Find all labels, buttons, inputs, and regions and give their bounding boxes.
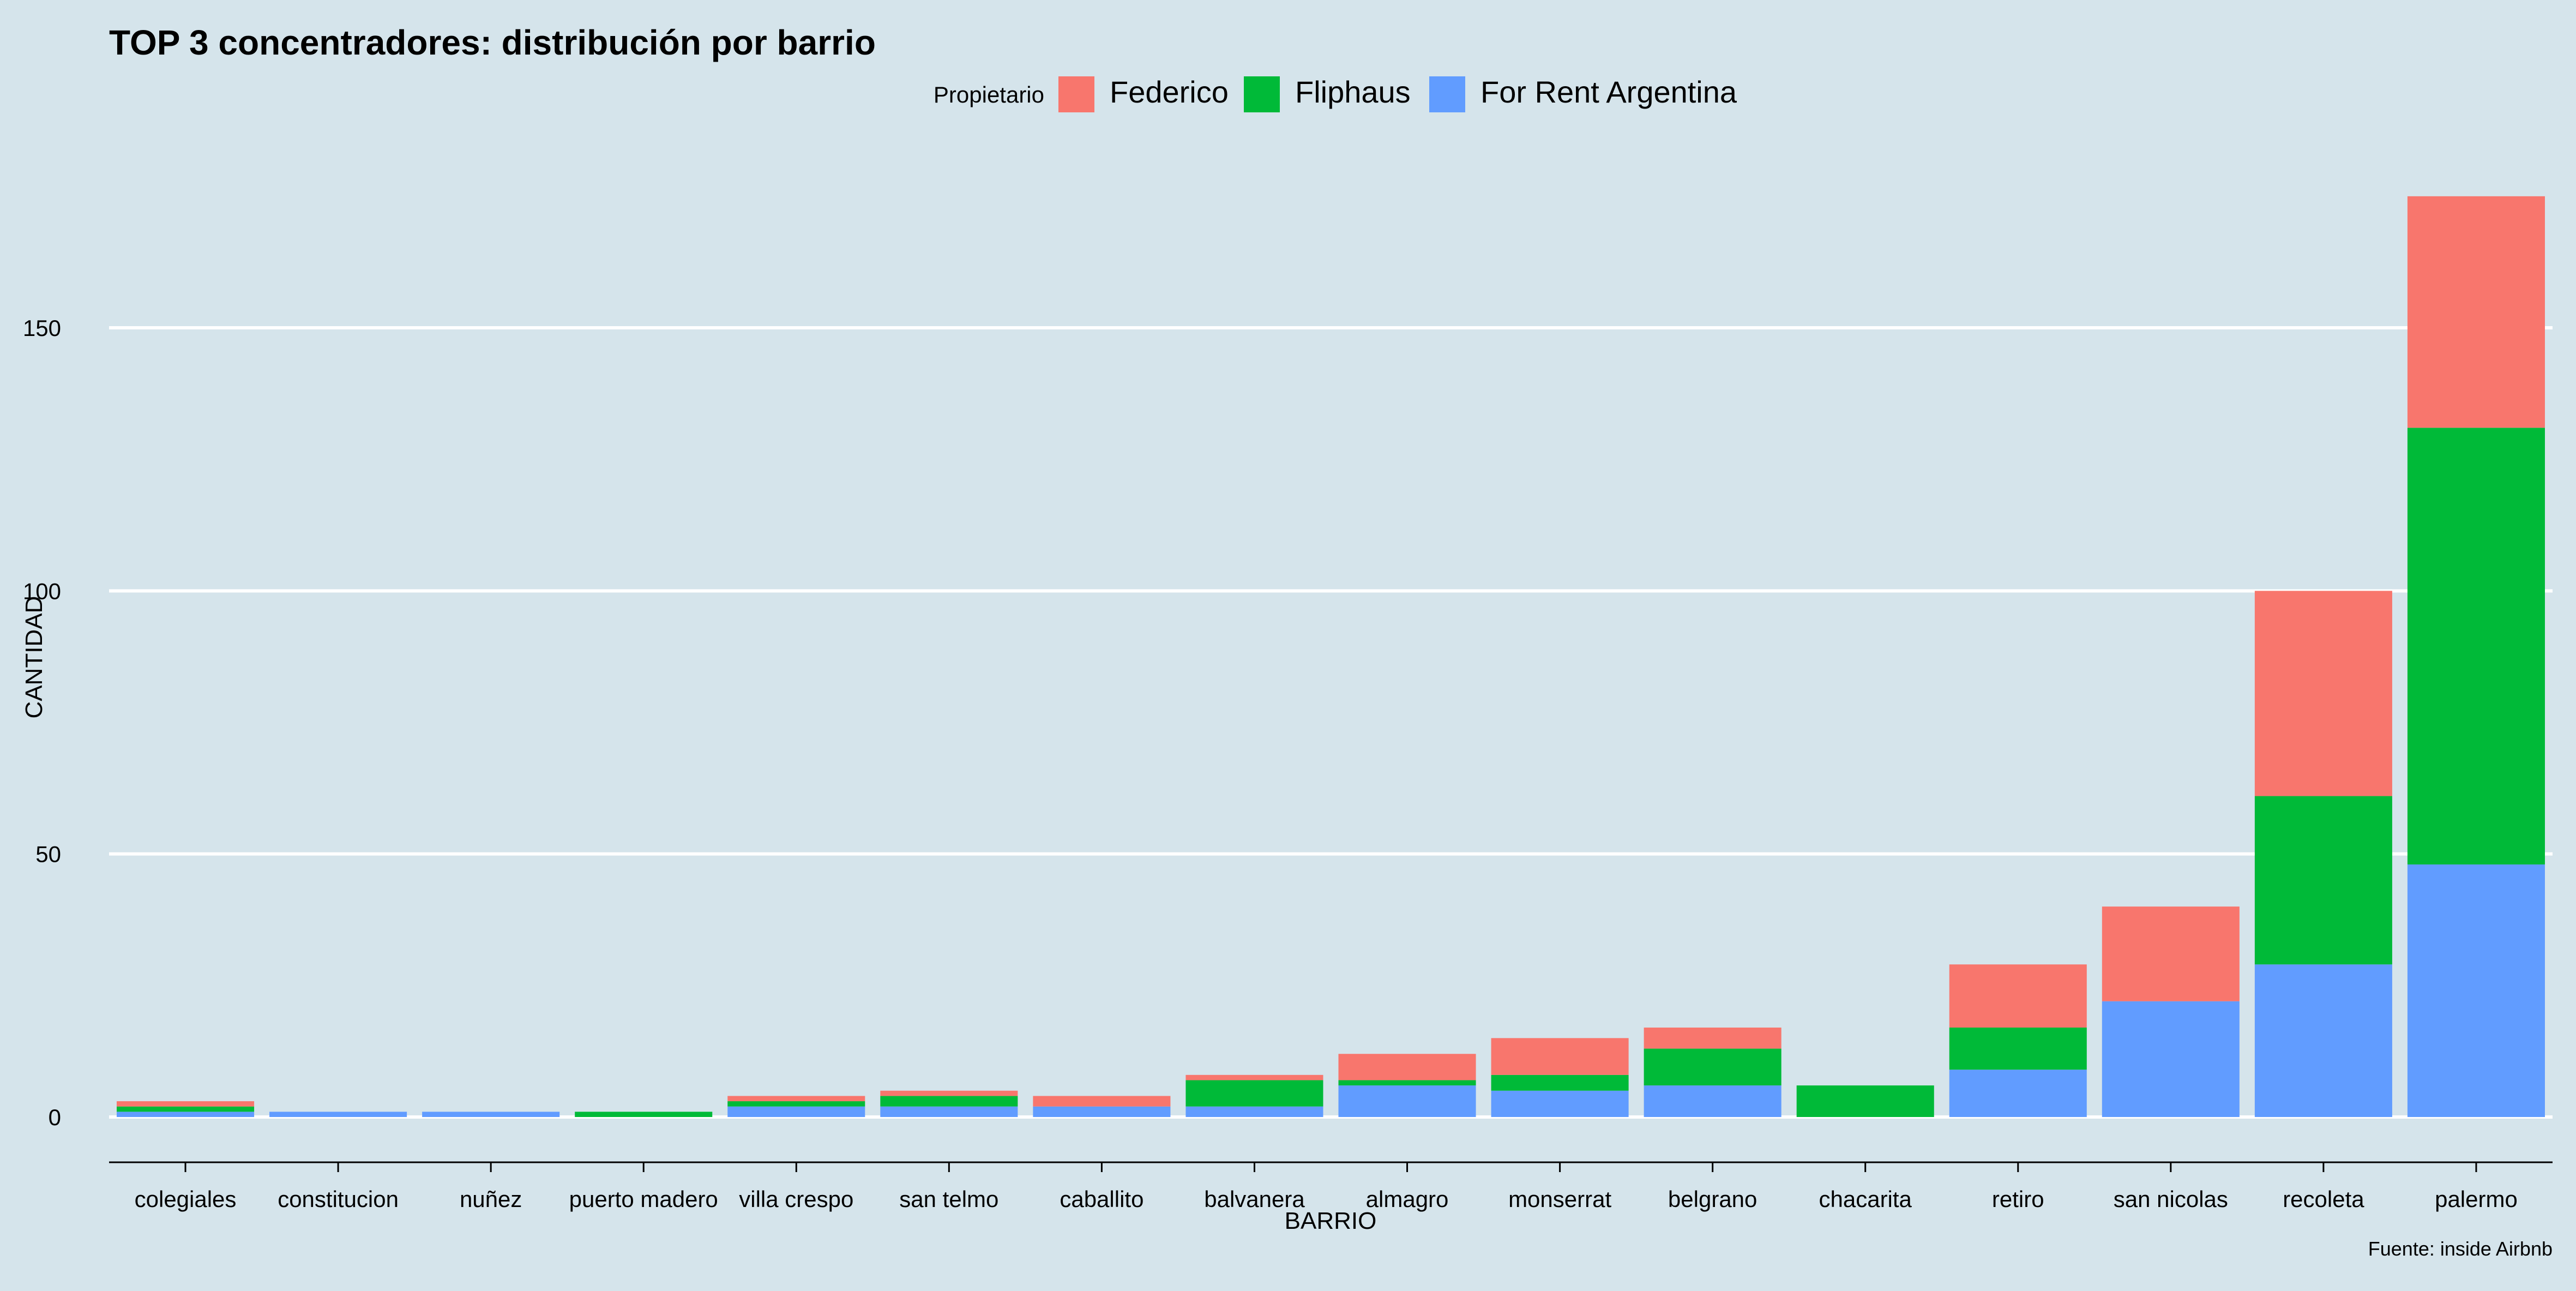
legend-label: Fliphaus — [1295, 75, 1411, 109]
x-tick-label: nuñez — [460, 1186, 522, 1212]
x-tick-label: belgrano — [1668, 1186, 1757, 1212]
x-tick-label: constitucion — [278, 1186, 399, 1212]
bar-segment — [1185, 1106, 1323, 1117]
bar-segment — [1644, 1048, 1781, 1086]
bar-segment — [1949, 1028, 2087, 1070]
bar-segment — [880, 1106, 1018, 1117]
legend-label: For Rent Argentina — [1480, 75, 1737, 109]
bar-segment — [117, 1112, 255, 1117]
bar-segment — [2102, 906, 2240, 1001]
bar-segment — [1644, 1085, 1781, 1117]
x-tick-label: puerto madero — [569, 1186, 718, 1212]
legend-key — [1058, 76, 1094, 112]
x-ticks: colegiales constitucion nuñez puerto madero… — [135, 1162, 2518, 1212]
bar-segment — [2102, 1001, 2240, 1117]
bar-segment — [2407, 196, 2545, 428]
x-tick-label: villa crespo — [739, 1186, 853, 1212]
x-tick-label: monserrat — [1508, 1186, 1611, 1212]
bar-segment — [1491, 1038, 1629, 1075]
bar-segment — [1491, 1090, 1629, 1117]
bar-segment — [1796, 1085, 1934, 1117]
bar-segment — [269, 1112, 407, 1117]
legend-label: Federico — [1110, 75, 1229, 109]
x-tick-label: san nicolas — [2114, 1186, 2228, 1212]
caption: Fuente: inside Airbnb — [2368, 1238, 2553, 1260]
x-tick-label: balvanera — [1204, 1186, 1305, 1212]
bar-segment — [1033, 1096, 1171, 1107]
x-tick-label: colegiales — [135, 1186, 237, 1212]
bar-segment — [1491, 1074, 1629, 1091]
bar-segment — [1644, 1028, 1781, 1049]
y-tick-label: 50 — [35, 842, 61, 867]
bar-segment — [422, 1112, 560, 1117]
y-tick-label: 150 — [23, 315, 61, 341]
y-ticks: 0 50 100 150 — [23, 315, 61, 1130]
bar-segment — [880, 1096, 1018, 1107]
bar-segment — [2407, 864, 2545, 1117]
legend: Propietario Federico Fliphaus For Rent Arg… — [934, 75, 1737, 112]
x-tick-label: chacarita — [1819, 1186, 1912, 1212]
bar-segment — [117, 1106, 255, 1112]
bar-segment — [2254, 796, 2392, 965]
legend-key — [1244, 76, 1280, 112]
x-tick-label: almagro — [1366, 1186, 1449, 1212]
y-axis-label: CANTIDAD — [21, 596, 47, 719]
bar-segment — [117, 1101, 255, 1107]
bar-segment — [727, 1096, 865, 1102]
bar-segment — [1185, 1080, 1323, 1107]
bar-segment — [1338, 1054, 1476, 1080]
x-tick-label: caballito — [1060, 1186, 1143, 1212]
bar-segment — [1185, 1074, 1323, 1080]
bar-segment — [1949, 964, 2087, 1028]
bar-segment — [575, 1112, 713, 1117]
bar-segment — [880, 1090, 1018, 1096]
legend-title: Propietario — [934, 82, 1044, 107]
bar-segment — [1338, 1080, 1476, 1086]
y-tick-label: 100 — [23, 578, 61, 604]
x-tick-label: palermo — [2435, 1186, 2518, 1212]
x-tick-label: recoleta — [2283, 1186, 2364, 1212]
bars — [117, 196, 2545, 1117]
x-tick-label: retiro — [1992, 1186, 2044, 1212]
bar-segment — [727, 1101, 865, 1107]
bar-segment — [2407, 428, 2545, 864]
bar-segment — [727, 1106, 865, 1117]
x-axis-label: BARRIO — [1285, 1208, 1377, 1234]
chart-title: TOP 3 concentradores: distribución por b… — [109, 23, 876, 62]
bar-segment — [1033, 1106, 1171, 1117]
bar-segment — [1949, 1070, 2087, 1117]
bar-segment — [1338, 1085, 1476, 1117]
x-tick-label: san telmo — [899, 1186, 998, 1212]
legend-key — [1429, 76, 1465, 112]
bar-segment — [2254, 591, 2392, 796]
y-tick-label: 0 — [49, 1104, 61, 1130]
bar-segment — [2254, 964, 2392, 1117]
